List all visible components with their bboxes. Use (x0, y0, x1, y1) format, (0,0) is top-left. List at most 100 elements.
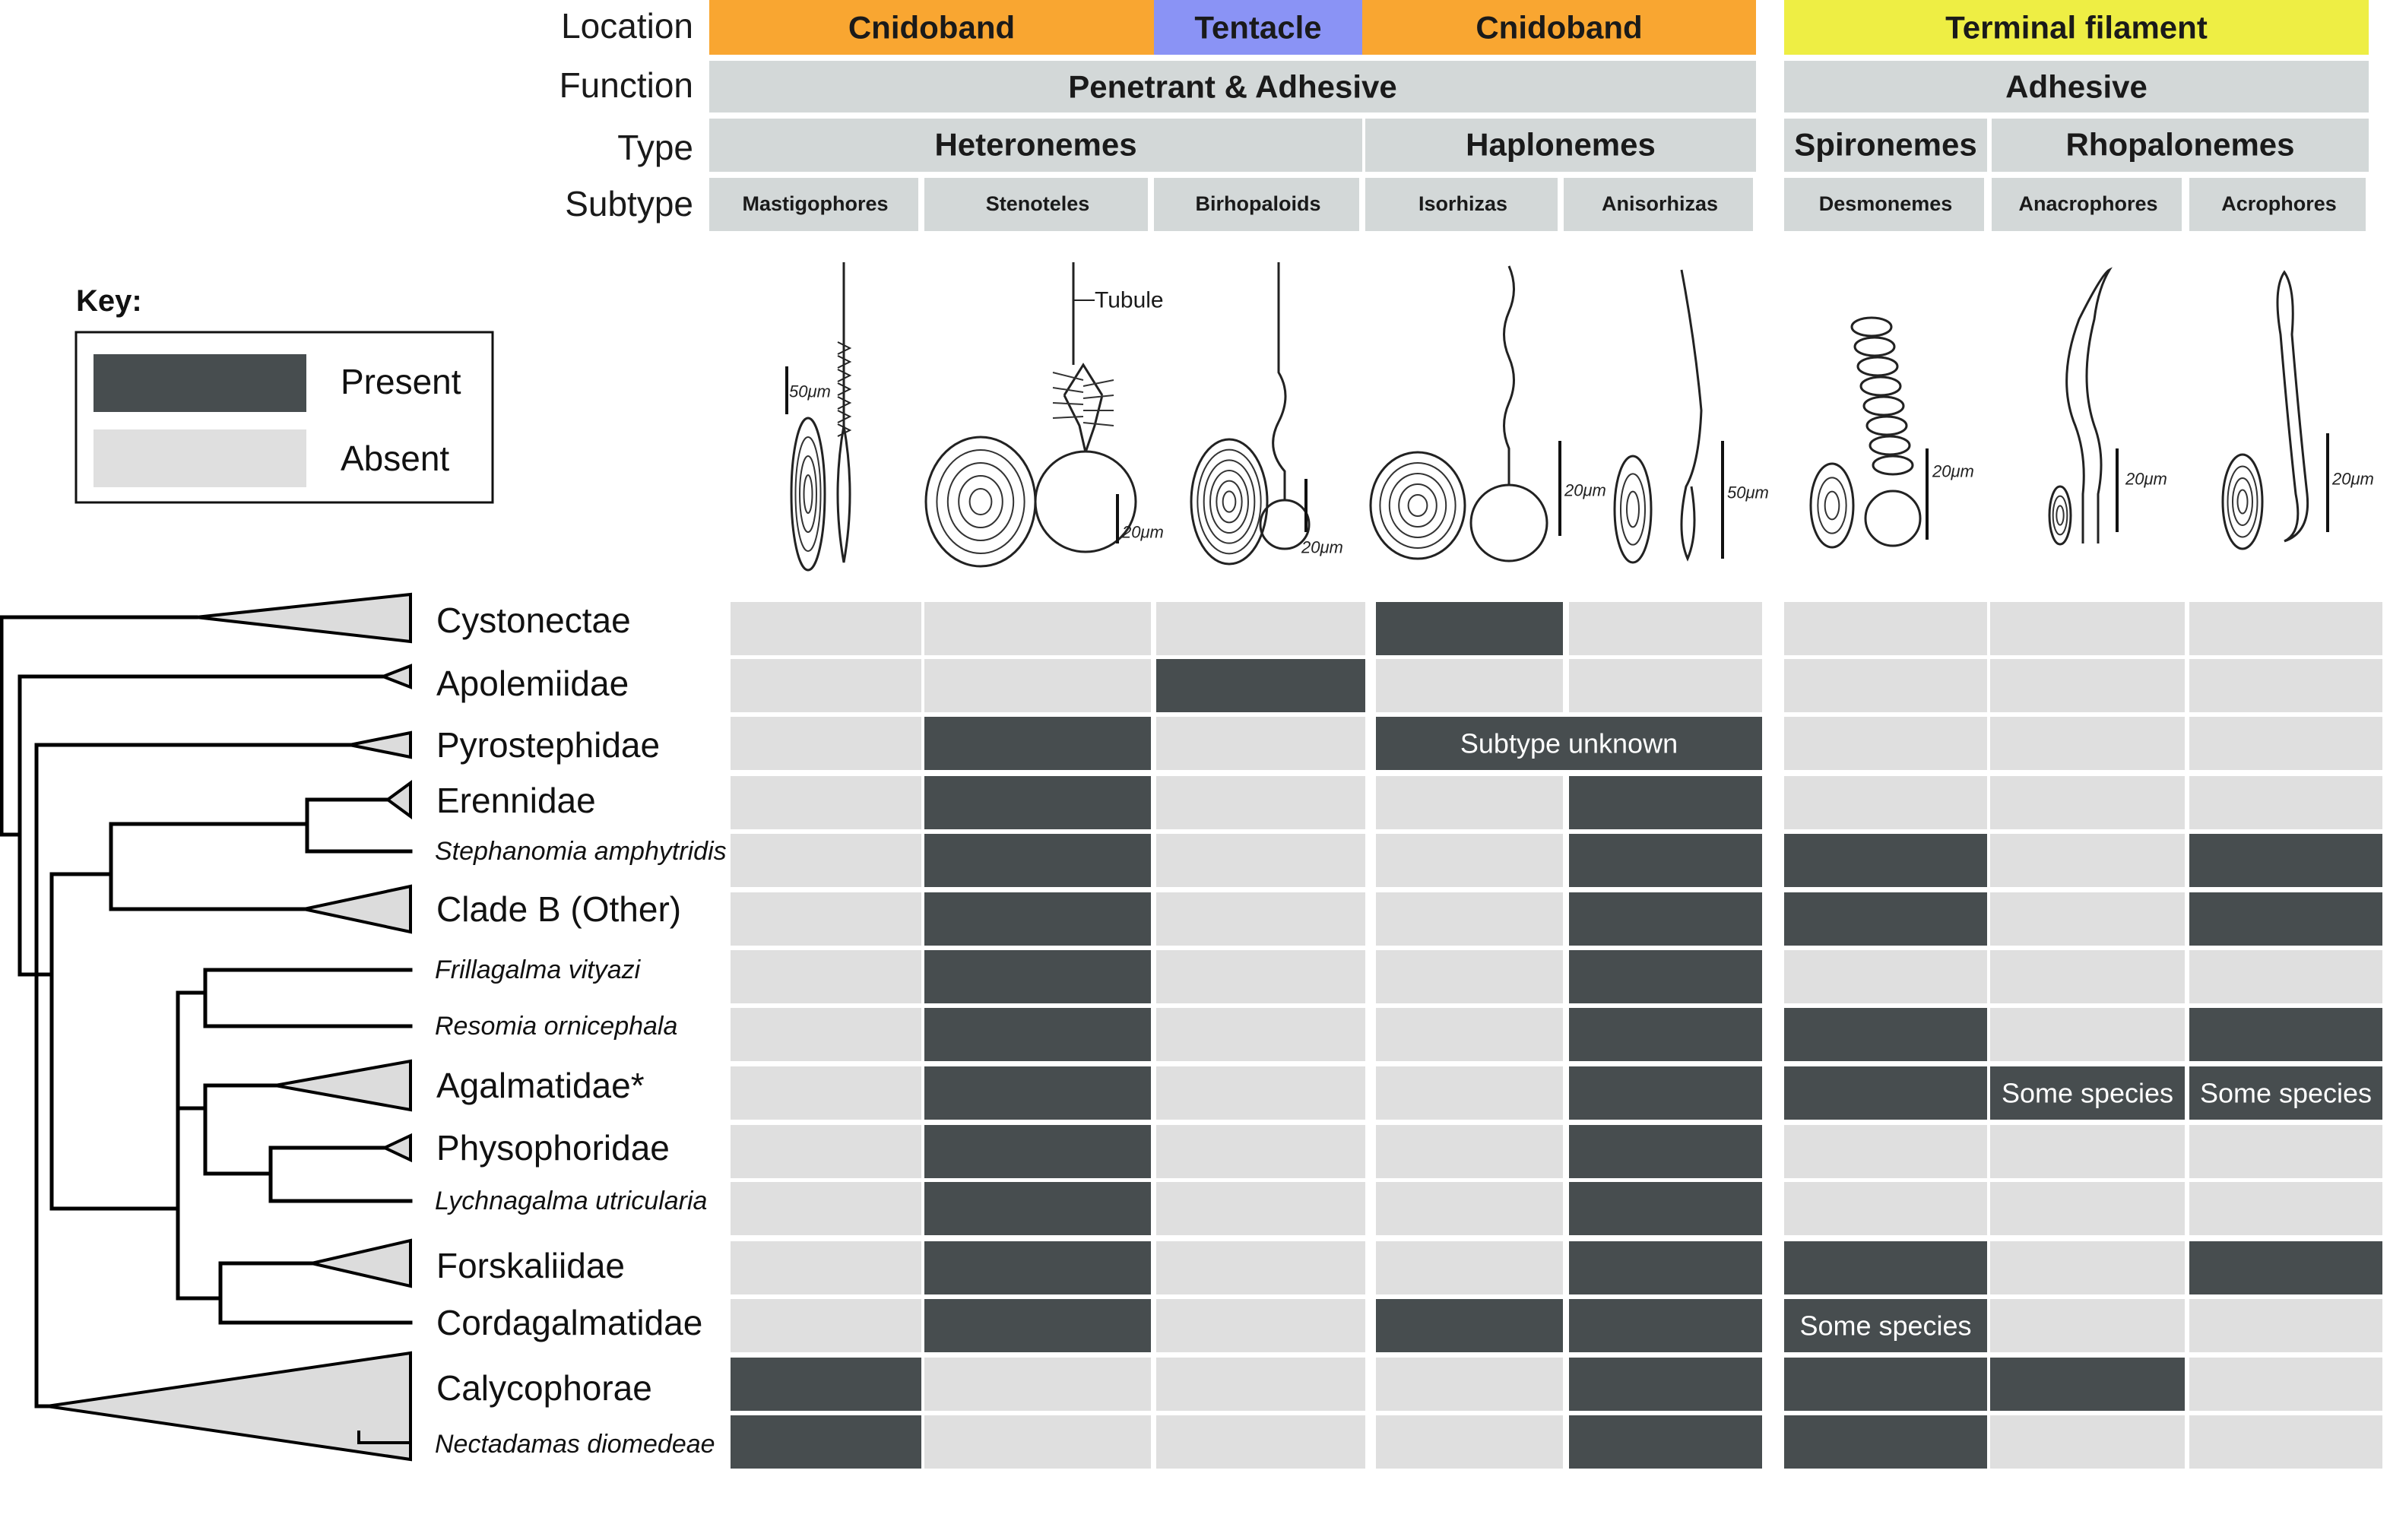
birhopaloid-tubule (1272, 262, 1287, 500)
scale-bar-label: 20μm (2125, 470, 2167, 489)
taxon-label: Resomia ornicephala (435, 1012, 677, 1041)
grid-cell (1784, 717, 1987, 770)
capsule-coil (794, 436, 822, 552)
grid-cell (1569, 1008, 1762, 1061)
type-label: Rhopalonemes (2065, 127, 2294, 163)
grid-cell (1784, 1299, 1987, 1352)
grid-cell (1156, 1008, 1365, 1061)
capsule-coil (1197, 448, 1262, 555)
grid-cell (1376, 1415, 1563, 1469)
grid-cell (1784, 1008, 1987, 1061)
grid-cell (1990, 1415, 2185, 1469)
grid-cell (1990, 1299, 2185, 1352)
taxon-label: Apolemiidae (436, 664, 629, 703)
grid-cell (1990, 1008, 2185, 1061)
grid-cell (2189, 659, 2382, 712)
subtype-label: Anisorhizas (1602, 192, 1718, 215)
location-band (1362, 0, 1756, 55)
grid-cell (1569, 1299, 1762, 1352)
capsule-coil (803, 474, 813, 514)
grid-cell (731, 776, 921, 829)
capsule-coil (2227, 465, 2258, 538)
subtype-label: Desmonemes (1819, 192, 1953, 215)
key-swatch-present (94, 354, 306, 412)
key-swatch-absent (94, 429, 306, 487)
grid-cell (1569, 834, 1762, 887)
grid-cell (1156, 602, 1365, 655)
desmoneme-coil (1869, 435, 1911, 456)
stenotele-stylet (1052, 372, 1084, 381)
header-table: Location Function Type Subtype Cnidoband Tent… (559, 0, 2369, 231)
type-label: Spironemes (1794, 127, 1976, 163)
location-label: Tentacle (1194, 10, 1321, 46)
subtype-band (1564, 178, 1753, 231)
grid-cell (1990, 1066, 2185, 1120)
grid-cell (1156, 1066, 1365, 1120)
location-label: Cnidoband (1476, 10, 1642, 46)
capsule-coil (1209, 470, 1249, 534)
scale-bar-label: 20μm (1121, 523, 1164, 542)
tubule-spine (837, 410, 852, 423)
subtype-label: Anacrophores (2018, 192, 2157, 215)
scale-bar-label: 20μm (1932, 462, 1974, 481)
mastigophore-capsule (790, 417, 826, 572)
isorhiza-tubule (1503, 265, 1515, 485)
grid-cell (1569, 659, 1762, 712)
taxon-label: Physophoridae (436, 1128, 670, 1168)
grid-cell (1784, 1066, 1987, 1120)
subtype-band (1154, 178, 1359, 231)
acrophore-tubule (2276, 270, 2309, 543)
grid-cell (1569, 892, 1762, 946)
grid-cell (1569, 1241, 1762, 1294)
grid-cell (1990, 1182, 2185, 1235)
location-label: Terminal filament (1945, 10, 2208, 46)
grid-cell (1376, 776, 1563, 829)
grid-cell (1376, 1182, 1563, 1235)
stenotele-capsule (924, 436, 1037, 568)
subtype-band (1784, 178, 1984, 231)
grid-cell (2189, 1182, 2382, 1235)
grid-cell (731, 1241, 921, 1294)
grid-cell (2189, 1008, 2382, 1061)
grid-cell (1569, 1125, 1762, 1178)
subtype-label: Birhopaloids (1195, 192, 1320, 215)
taxon-label: Nectadamas diomedeae (435, 1430, 715, 1459)
mastigophore-tubule (836, 262, 851, 563)
grid-cell (1990, 950, 2185, 1003)
grid-cell (731, 834, 921, 887)
location-band (1154, 0, 1362, 55)
grid-cell (924, 1125, 1151, 1178)
grid-cell (1376, 834, 1563, 887)
grid-cell (1376, 659, 1563, 712)
grid-cell (924, 1415, 1151, 1469)
capsule-coil (1620, 473, 1646, 546)
legend-key: Key: Present Absent (74, 284, 494, 504)
grid-cell (2189, 602, 2382, 655)
desmoneme-coil (1853, 336, 1896, 357)
function-label: Penetrant & Adhesive (1068, 69, 1397, 105)
grid-cell (1990, 1241, 2185, 1294)
grid-cell (2189, 1415, 2382, 1469)
grid-cell (1784, 1241, 1987, 1294)
capsule-coil (1203, 459, 1256, 544)
capsule-coil (799, 455, 817, 533)
key-present-label: Present (341, 362, 461, 401)
grid-cell (1376, 1066, 1563, 1120)
grid-cell (1156, 1358, 1365, 1411)
grid-cell (1569, 1358, 1762, 1411)
grid-cell (2189, 950, 2382, 1003)
taxon-label: Forskaliidae (436, 1246, 625, 1285)
grid-cell (731, 602, 921, 655)
clade-triangle (274, 1059, 412, 1112)
row-label-subtype: Subtype (565, 184, 693, 223)
grid-cell (1156, 1415, 1365, 1469)
stenotele-stylet (1082, 395, 1114, 399)
capsule-coil (1388, 473, 1447, 538)
grid-cell (1156, 834, 1365, 887)
grid-cell (1376, 1125, 1563, 1178)
grid-cell (1156, 1182, 1365, 1235)
grid-cell (1990, 892, 2185, 946)
capsule-coil (968, 488, 993, 515)
taxon-label: Agalmatidae* (436, 1066, 645, 1105)
tubule-spine (837, 341, 852, 355)
